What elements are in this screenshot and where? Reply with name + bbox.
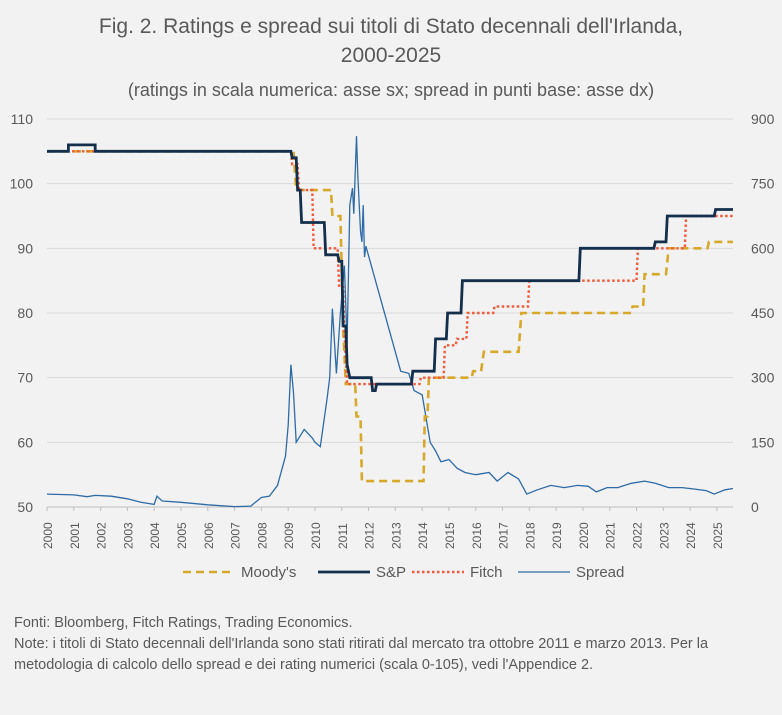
x-tick-label: 2013 (389, 522, 403, 549)
chart-notes: Fonti: Bloomberg, Fitch Ratings, Trading… (14, 613, 774, 676)
y-right-tick-label: 600 (751, 240, 775, 256)
x-tick-label: 2000 (41, 522, 55, 549)
x-tick-label: 2020 (577, 522, 591, 549)
chart-subtitle: (ratings in scala numerica: asse sx; spr… (127, 80, 655, 100)
x-tick-label: 2005 (175, 522, 189, 549)
x-tick-label: 2016 (470, 522, 484, 549)
series-fitch-line (47, 150, 733, 386)
x-tick-label: 2011 (336, 523, 350, 549)
y-left-tick-label: 70 (17, 370, 33, 386)
y-left-tick-label: 80 (17, 305, 33, 321)
notes-text: Note: i titoli di Stato decennali dell'I… (14, 636, 709, 673)
legend-label: Moody's (241, 564, 296, 581)
x-tick-label: 2015 (443, 522, 457, 549)
x-tick-label: 2017 (497, 522, 511, 549)
chart-title-line-1: Fig. 2. Ratings e spread sui titoli di S… (98, 15, 684, 38)
legend-label: S&P (376, 564, 406, 581)
x-tick-label: 2006 (202, 522, 216, 549)
x-tick-label: 2008 (255, 522, 269, 549)
y-left-tick-label: 60 (17, 434, 33, 450)
y-right-tick-label: 0 (751, 499, 759, 515)
y-right-tick-label: 450 (751, 305, 775, 321)
x-tick-label: 2018 (523, 522, 537, 549)
legend-label: Spread (576, 564, 624, 581)
y-right-tick-label: 150 (751, 434, 775, 450)
y-right-tick-label: 900 (751, 111, 775, 127)
x-tick-label: 2004 (148, 522, 162, 549)
x-tick-label: 2007 (229, 522, 243, 549)
x-tick-label: 2019 (550, 522, 564, 549)
y-left-tick-label: 110 (11, 111, 34, 127)
chart-title-line-2: 2000-2025 (340, 44, 442, 67)
x-tick-label: 2012 (363, 522, 377, 549)
sources-text: Fonti: Bloomberg, Fitch Ratings, Trading… (14, 615, 353, 631)
chart-title: Fig. 2. Ratings e spread sui titoli di S… (0, 12, 782, 70)
x-tick-label: 2001 (68, 522, 82, 549)
x-tick-label: 2014 (416, 522, 430, 549)
series-moodys-line (47, 150, 733, 483)
x-tick-label: 2025 (711, 522, 725, 549)
legend-label: Fitch (470, 564, 503, 581)
x-tick-label: 2021 (604, 522, 618, 549)
y-right-tick-label: 300 (751, 370, 775, 386)
y-left-tick-label: 100 (10, 176, 34, 192)
y-right-tick-label: 750 (751, 176, 775, 192)
x-tick-label: 2002 (95, 522, 109, 549)
x-tick-label: 2010 (309, 522, 323, 549)
ratings-spread-chart: 50 0 60 150 70 300 80 450 90 600 100 750 110 900 2000 2… (10, 111, 775, 581)
y-left-tick-label: 90 (17, 240, 33, 256)
y-left-tick-label: 50 (17, 499, 33, 515)
series-sp-line (47, 143, 733, 392)
series-spread-line (46, 136, 734, 508)
x-tick-label: 2009 (282, 522, 296, 549)
x-tick-label: 2024 (684, 522, 698, 549)
x-tick-label: 2023 (657, 522, 671, 549)
x-tick-label: 2003 (121, 522, 135, 549)
x-tick-label: 2022 (631, 522, 645, 549)
